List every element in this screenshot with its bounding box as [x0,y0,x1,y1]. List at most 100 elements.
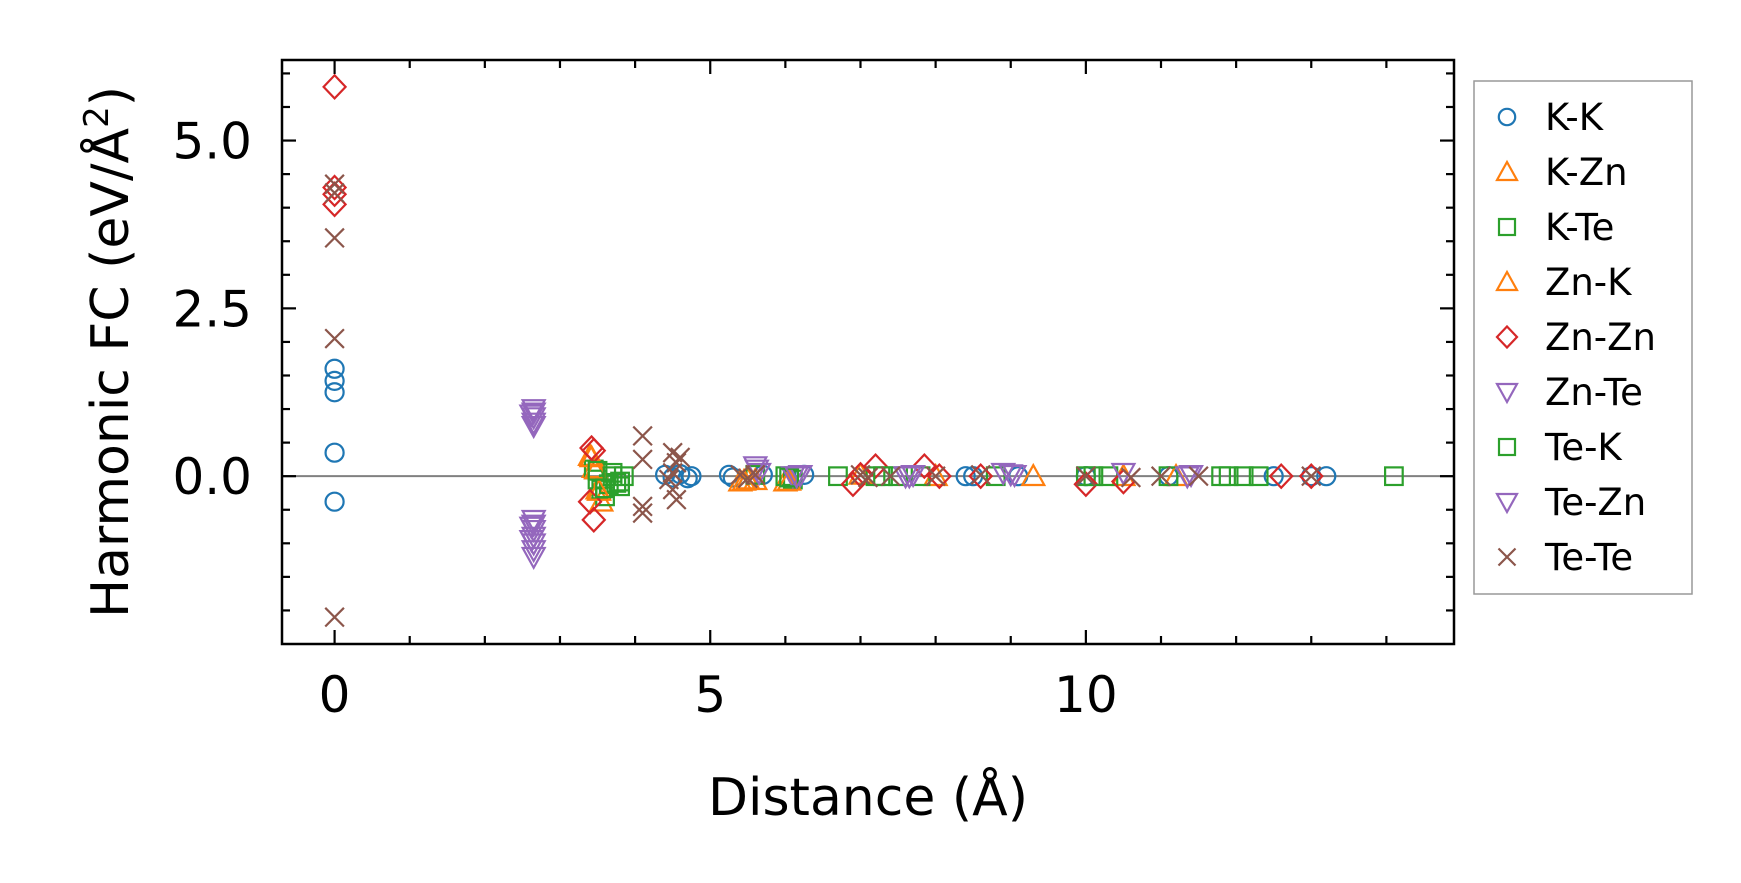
legend-label: Te-Te [1544,536,1633,579]
data-point [610,471,630,492]
legend-entry: Te-Zn [1495,481,1646,524]
data-point [1233,466,1254,487]
data-point [1188,466,1209,487]
data-point [1178,464,1204,489]
y-axis-title: Harmonic FC (eV/Å2) [77,86,141,618]
data-point [745,464,766,485]
legend-entry: Zn-Te [1495,371,1643,414]
data-point [955,466,976,487]
series-te-zn [518,404,1201,554]
y-tick-label: 0.0 [172,448,252,506]
data-point [1120,467,1142,488]
data-point [1268,463,1294,490]
data-point [324,382,345,403]
data-point [520,546,547,571]
data-point [1248,466,1269,487]
legend-marker [1497,217,1517,237]
data-point [857,467,879,488]
data-point [520,412,547,436]
legend-label: Te-K [1544,426,1623,469]
data-point [862,452,889,480]
data-point [581,506,607,533]
y-axis-title-main: Harmonic FC (eV/Å [79,127,141,618]
data-point [324,442,345,463]
data-point [1174,466,1201,490]
data-point [632,496,653,517]
plot-frame [280,58,1456,646]
data-point [1110,462,1137,487]
data-point [324,174,345,195]
legend-entry: Te-Te [1497,536,1633,579]
legend-entry: Zn-K [1495,261,1633,304]
data-point [1298,463,1324,490]
data-point [681,466,702,487]
data-point [925,466,946,487]
data-point [997,464,1024,488]
data-point [911,452,937,480]
data-point [322,174,348,201]
data-point [1263,466,1284,487]
data-point [776,467,802,491]
y-tick-label: 5.0 [172,113,252,171]
tick-labels-layer: 0 5 10 0.0 2.5 5.0 [172,113,1117,724]
data-point [324,182,345,204]
legend-label: Te-Zn [1544,481,1646,524]
data-point [613,466,634,487]
data-point [896,466,923,490]
data-point [730,464,751,485]
series-te-te [324,174,1322,628]
x-tick-label: 10 [1054,666,1118,724]
data-point [1150,466,1172,487]
y-axis-title-superscript: 2 [77,106,117,128]
legend-entry: K-Te [1497,206,1614,249]
data-point [1301,466,1322,487]
data-points-layer [322,73,1404,628]
data-point [324,491,345,512]
data-point [324,370,345,391]
data-point [1218,466,1239,487]
data-point [1020,462,1047,487]
legend-entry: K-Zn [1495,151,1628,194]
legend-marker [1497,547,1517,567]
data-point [324,358,345,379]
legend-label: Zn-Zn [1545,316,1656,359]
data-point [840,471,866,498]
data-point [1383,466,1404,487]
data-point [787,464,814,489]
legend: K-K K-Zn K-Te Zn-K Zn-Zn Zn-Te Te-K Te-Zn Te-Te [1473,80,1693,595]
data-point [880,466,901,487]
data-point [970,464,991,485]
data-point [632,425,653,447]
data-point [324,328,345,349]
data-point [783,466,810,490]
legend-entry: K-K [1497,96,1605,139]
data-point [520,540,547,564]
data-point [322,73,348,100]
legend-marker [1495,269,1519,292]
data-point [666,489,687,510]
data-point [662,462,683,483]
legend-label: K-Te [1545,206,1614,249]
data-point [828,466,848,487]
data-point [1110,468,1136,495]
data-point [595,478,615,499]
data-point [1301,466,1322,487]
data-point [518,404,545,428]
legend-entry: Te-K [1497,426,1623,469]
data-point [602,466,623,487]
y-axis-title-close: ) [81,86,141,106]
series-k-k [324,358,1337,512]
data-point [632,449,653,470]
data-point [1073,471,1099,498]
data-point [324,227,345,249]
data-point [900,464,926,489]
ticks-layer [282,60,1454,644]
data-point [1316,466,1337,487]
legend-label: Zn-Te [1545,371,1643,414]
legend-marker [1497,107,1517,127]
x-axis-title: Distance (Å) [708,766,1028,828]
data-point [968,463,994,490]
data-point [583,456,609,480]
legend-label: Zn-K [1545,261,1633,304]
